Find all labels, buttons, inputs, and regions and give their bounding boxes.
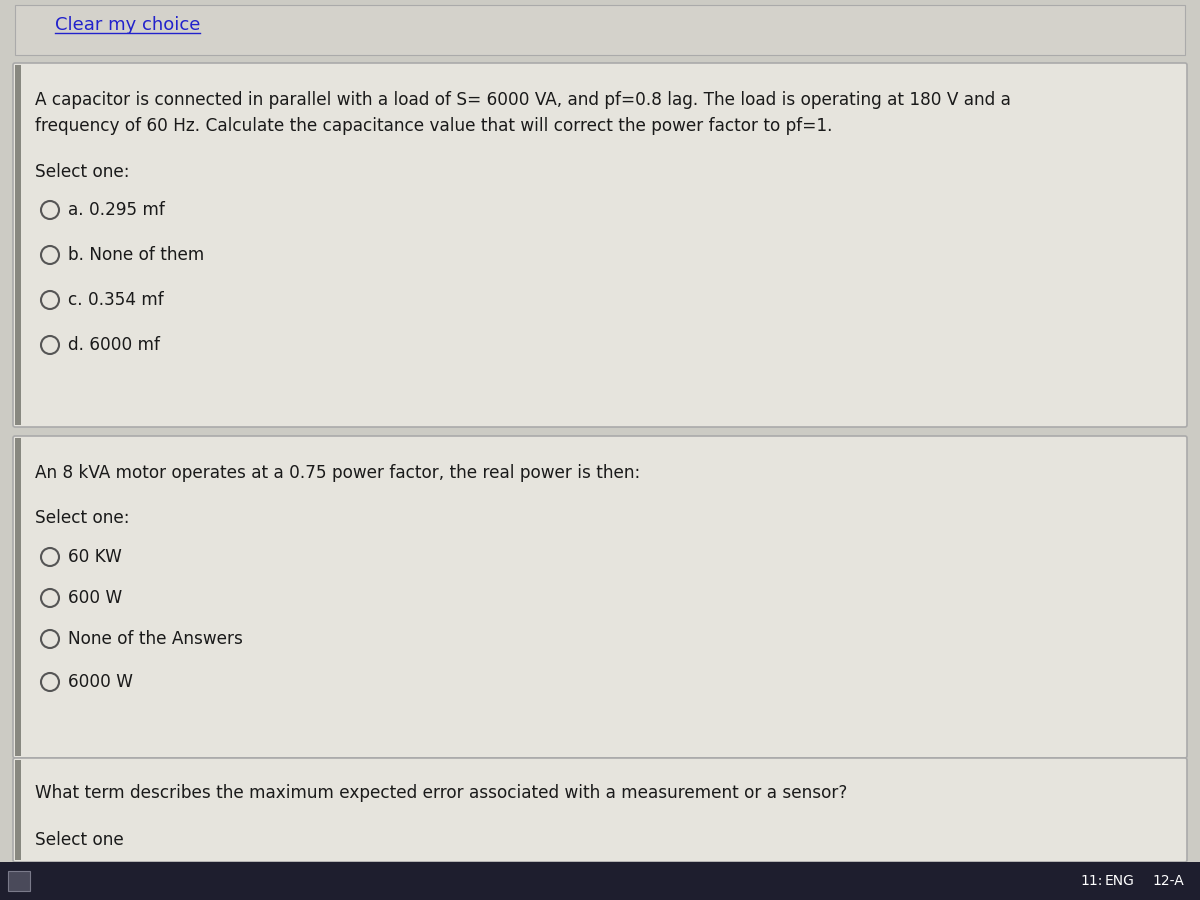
Text: What term describes the maximum expected error associated with a measurement or : What term describes the maximum expected… xyxy=(35,784,847,802)
Text: frequency of 60 Hz. Calculate the capacitance value that will correct the power : frequency of 60 Hz. Calculate the capaci… xyxy=(35,117,833,135)
Text: 6000 W: 6000 W xyxy=(68,673,133,691)
Bar xyxy=(14,65,22,425)
Text: ENG: ENG xyxy=(1105,874,1135,888)
Text: An 8 kVA motor operates at a 0.75 power factor, the real power is then:: An 8 kVA motor operates at a 0.75 power … xyxy=(35,464,641,482)
Text: Select one:: Select one: xyxy=(35,509,130,527)
Text: None of the Answers: None of the Answers xyxy=(68,630,242,648)
Text: 60 KW: 60 KW xyxy=(68,548,121,566)
Bar xyxy=(14,438,22,756)
Bar xyxy=(14,760,22,860)
Text: b. None of them: b. None of them xyxy=(68,246,204,264)
Bar xyxy=(8,871,30,891)
Text: Select one:: Select one: xyxy=(35,163,130,181)
FancyBboxPatch shape xyxy=(13,758,1187,862)
Text: 12-A: 12-A xyxy=(1152,874,1183,888)
Text: a. 0.295 mf: a. 0.295 mf xyxy=(68,201,164,219)
FancyBboxPatch shape xyxy=(13,63,1187,427)
Text: d. 6000 mf: d. 6000 mf xyxy=(68,336,160,354)
Text: Select one: Select one xyxy=(35,831,124,849)
Bar xyxy=(0,862,1200,900)
Bar xyxy=(14,5,1186,55)
Text: A capacitor is connected in parallel with a load of S= 6000 VA, and pf=0.8 lag. : A capacitor is connected in parallel wit… xyxy=(35,91,1010,109)
Text: 11:: 11: xyxy=(1080,874,1103,888)
Text: c. 0.354 mf: c. 0.354 mf xyxy=(68,291,163,309)
Text: Clear my choice: Clear my choice xyxy=(55,16,200,34)
FancyBboxPatch shape xyxy=(13,436,1187,758)
Text: 600 W: 600 W xyxy=(68,589,122,607)
